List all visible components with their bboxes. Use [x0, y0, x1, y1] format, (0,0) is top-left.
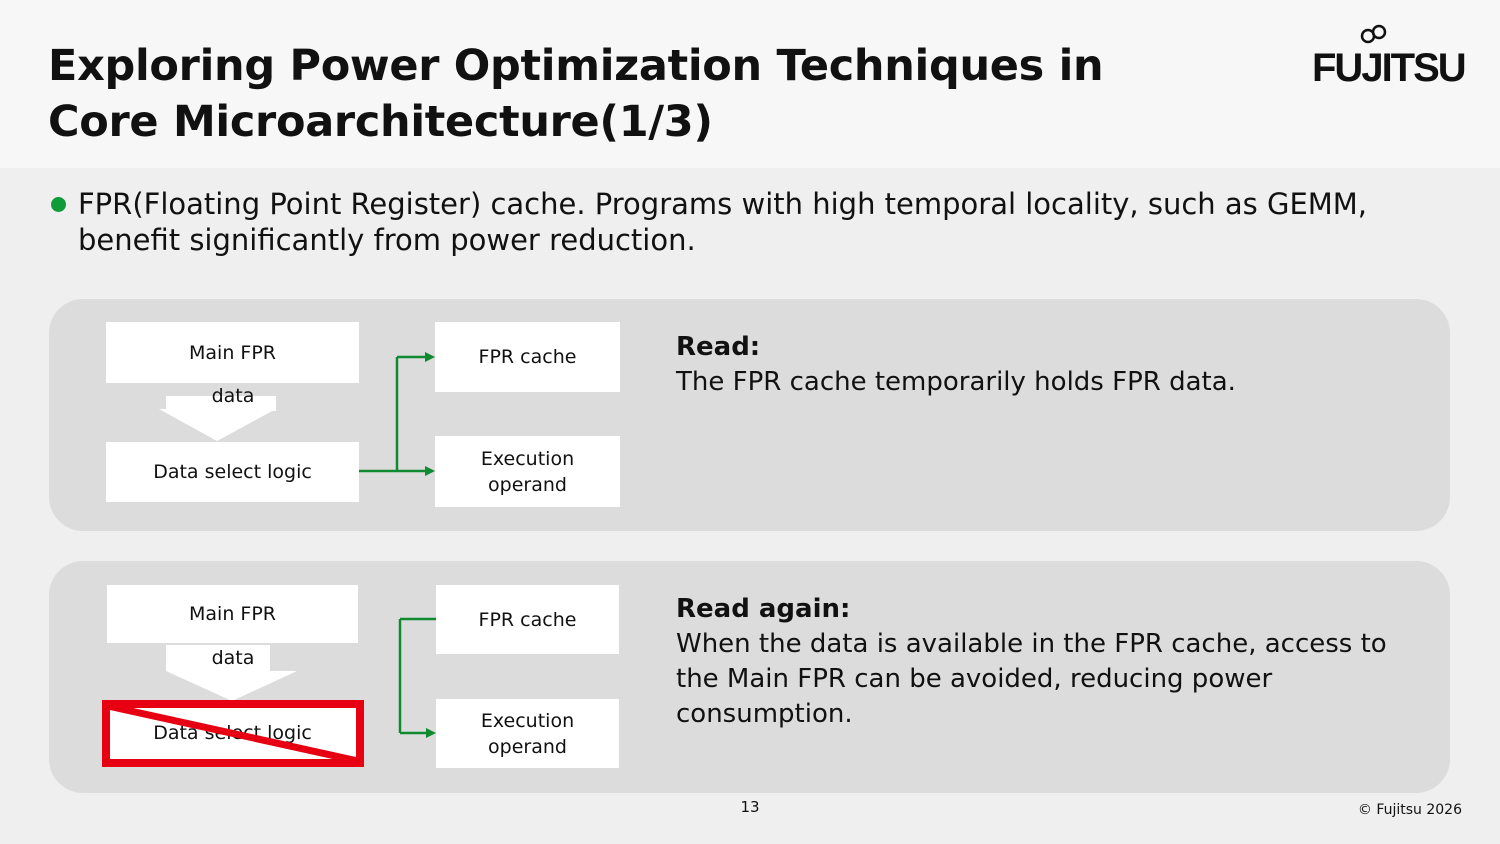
slide-header: Exploring Power Optimization Techniques …: [0, 0, 1500, 168]
data-label: data: [211, 647, 255, 669]
main-fpr-box: Main FPR: [106, 322, 359, 383]
data-select-box: Data select logic: [106, 442, 359, 502]
main-fpr-box: Main FPR: [107, 585, 358, 643]
data-select-box-disabled: Data select logic: [107, 704, 358, 762]
copyright: © Fujitsu 2026: [1357, 802, 1462, 818]
read-again-description-title: Read again:: [676, 594, 851, 624]
arrow-to-exec-operand-icon: [425, 466, 435, 476]
slide-title: Exploring Power Optimization Techniques …: [48, 41, 1104, 147]
data-arrow-shaft: [166, 645, 270, 671]
execution-operand-box: Execution operand: [435, 436, 620, 507]
fpr-cache-box: FPR cache: [436, 585, 619, 654]
read-description-body: The FPR cache temporarily holds FPR data…: [676, 367, 1236, 397]
data-label: data: [211, 385, 255, 407]
fpr-cache-box: FPR cache: [435, 322, 620, 392]
execution-operand-box: Execution operand: [436, 699, 619, 768]
bullet-text: FPR(Floating Point Register) cache. Prog…: [78, 187, 1368, 257]
read-diagram-connectors: [159, 352, 435, 476]
read-again-diagram-connectors: [166, 617, 437, 738]
data-arrow-head-icon: [166, 671, 297, 701]
arrow-to-fpr-cache-icon: [425, 352, 435, 362]
data-arrow-shaft: [166, 396, 276, 411]
read-again-route-lines: [398, 617, 437, 735]
fujitsu-logo: FUJITSU: [1312, 24, 1467, 92]
bullet-dot-icon: [51, 197, 66, 212]
read-route-lines: [359, 355, 428, 473]
read-again-panel: Main FPR data Data select logic FPR cach…: [49, 561, 1450, 793]
infinity-logo-icon: [1360, 24, 1387, 44]
read-panel: Main FPR data Data select logic FPR cach…: [49, 299, 1450, 531]
read-again-description: Read again: When the data is available i…: [676, 592, 1436, 732]
read-description-title: Read:: [676, 332, 761, 362]
data-arrow-head-icon: [159, 409, 276, 441]
page-number: 13: [740, 798, 760, 816]
arrow-to-exec-operand-icon: [426, 728, 436, 738]
logo-wordmark: FUJITSU: [1312, 46, 1467, 90]
read-again-description-body: When the data is available in the FPR ca…: [676, 629, 1387, 729]
read-description: Read: The FPR cache temporarily holds FP…: [676, 330, 1436, 400]
